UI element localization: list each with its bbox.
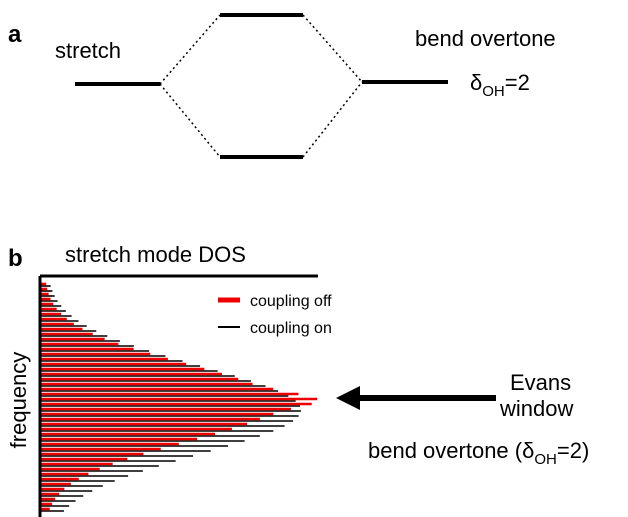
panel-label: a (8, 21, 22, 48)
energy-levels (75, 13, 448, 159)
subscript: OH (482, 83, 505, 100)
text: =2) (557, 438, 589, 463)
level-sublabel: δOH=2 (470, 70, 530, 100)
arrow-label: Evans (510, 370, 571, 395)
subscript: OH (534, 451, 557, 468)
legend-label: coupling off (250, 293, 332, 310)
axis-label: frequency (6, 352, 31, 449)
symbol: δ (470, 70, 482, 95)
level-label: bend overtone (415, 26, 556, 51)
connector (159, 83, 221, 158)
dos-bars (40, 282, 318, 512)
arrow-head (336, 386, 360, 410)
text: =2 (505, 70, 530, 95)
level-label: stretch (55, 38, 121, 63)
legend-label: coupling on (250, 320, 332, 337)
connector (159, 14, 221, 85)
legend-bg (210, 288, 340, 338)
arrow-label: window (499, 396, 573, 421)
connector (302, 81, 363, 158)
panel-title: stretch mode DOS (65, 242, 246, 267)
symbol: δ (522, 438, 534, 463)
panel-label: b (8, 245, 23, 272)
text: bend overtone ( (368, 438, 523, 463)
bottom-label: bend overtone (δOH=2) (368, 438, 589, 468)
connector (302, 14, 363, 83)
